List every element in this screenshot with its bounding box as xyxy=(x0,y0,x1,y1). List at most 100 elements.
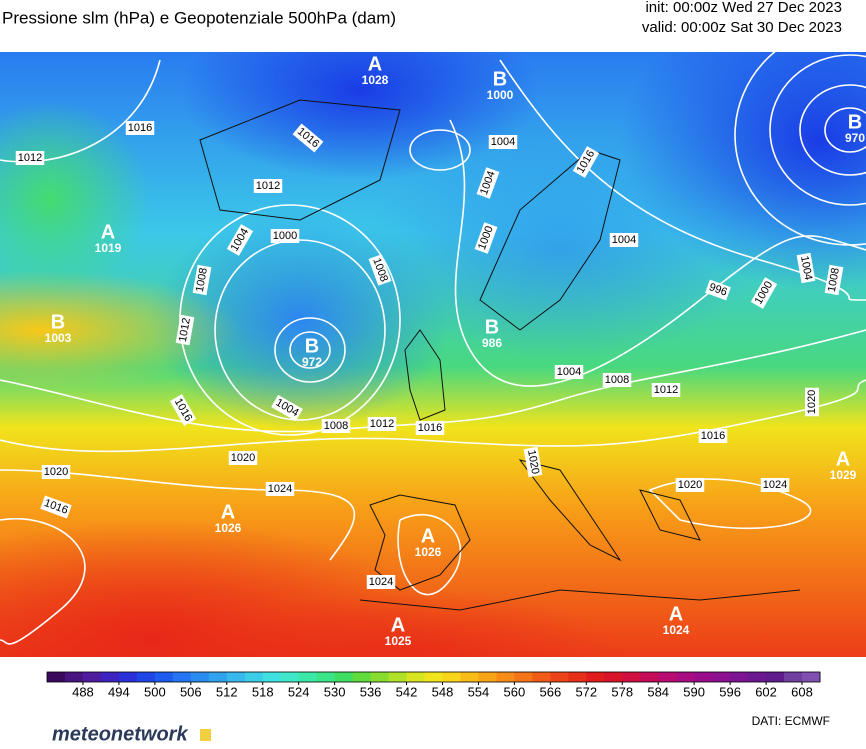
isobar-label: 1016 xyxy=(698,429,728,443)
isobar-label-bg xyxy=(705,279,731,301)
isobar-label-bg xyxy=(415,421,445,435)
colorbar-tick-label: 536 xyxy=(360,684,382,699)
isobar-label-bg xyxy=(796,252,816,284)
colorbar-swatch xyxy=(568,672,587,682)
colorbar-swatch xyxy=(406,672,426,682)
isobar-label-bg xyxy=(750,277,778,309)
colorbar-swatch xyxy=(784,672,803,682)
isobar-label: 1000 xyxy=(474,222,498,254)
isobar-label-text: 1016 xyxy=(418,422,442,434)
isobar-label: 1004 xyxy=(609,233,639,247)
isobar-label: 1024 xyxy=(366,575,396,589)
isobar-label-bg xyxy=(523,446,543,478)
colorbar-swatch xyxy=(118,672,138,682)
colorbar-tick-label: 608 xyxy=(791,684,813,699)
isobar-label-bg xyxy=(169,394,197,426)
isobar-label-text: 1024 xyxy=(369,576,393,588)
colorbar-swatch xyxy=(82,672,102,682)
isobar-label-text: 1024 xyxy=(268,483,292,495)
isobar-label-text: 1004 xyxy=(612,234,636,246)
colorbar-swatch xyxy=(100,672,120,682)
center-letter: A xyxy=(101,221,115,243)
center-letter: A xyxy=(221,501,235,523)
colorbar-swatch xyxy=(424,672,443,682)
isobar-label-bg xyxy=(253,179,283,193)
isobars xyxy=(0,52,866,645)
isobar-label-text: 1016 xyxy=(701,430,725,442)
isobar-label-text: 1004 xyxy=(557,366,581,378)
isobar-label-bg xyxy=(651,383,681,397)
center-pressure: 986 xyxy=(482,336,502,350)
isobar-label-bg xyxy=(488,135,518,149)
isobar-label-bg xyxy=(265,482,295,496)
colorbar-swatch xyxy=(244,672,264,682)
isobar-label-text: 1020 xyxy=(678,479,702,491)
logo-square xyxy=(200,729,211,741)
isobar-label-bg xyxy=(321,419,351,433)
colorbar-tick-label: 578 xyxy=(611,684,633,699)
colorbar-swatch xyxy=(460,672,479,682)
isobar-label-bg xyxy=(805,387,819,417)
valid-time: valid: 00:00z Sat 30 Dec 2023 xyxy=(642,19,842,36)
isobar-label-bg xyxy=(675,478,705,492)
colorbar-swatch xyxy=(370,672,390,682)
colorbar-swatch xyxy=(190,672,210,682)
isobar-label-bg xyxy=(366,575,396,589)
colorbar-swatch xyxy=(64,672,84,682)
colorbar-swatch xyxy=(766,672,785,682)
isobar-label: 1004 xyxy=(488,135,518,149)
center-pressure: 1028 xyxy=(362,73,389,87)
isobar-label-bg xyxy=(41,465,71,479)
isobar-label-text: 1020 xyxy=(806,390,818,414)
isobar-label: 1012 xyxy=(15,151,45,165)
colorbar-tick-label: 524 xyxy=(288,684,310,699)
colorbar: 488 494 500 506 512 518 524 530 536 542 548 554 560 5… xyxy=(46,671,821,699)
colorbar-swatch xyxy=(748,672,767,682)
colorbar-swatch xyxy=(352,672,372,682)
isobar-label: 1016 xyxy=(40,495,72,519)
center-letter: B xyxy=(51,311,65,333)
isobar-label-text: 1000 xyxy=(273,230,297,242)
colorbar-swatch xyxy=(676,672,695,682)
isobar-label-bg xyxy=(270,229,300,243)
isobar-label: 1020 xyxy=(675,478,705,492)
colorbar-swatch xyxy=(622,672,641,682)
center-pressure: 1024 xyxy=(663,623,690,637)
isobar-label: 1008 xyxy=(824,264,844,296)
isobar-label-bg xyxy=(760,478,790,492)
center-pressure: 1026 xyxy=(415,545,442,559)
colorbar-frame xyxy=(46,671,821,683)
center-letter: A xyxy=(836,448,850,470)
colorbar-swatch xyxy=(154,672,174,682)
isobar-label: 1020 xyxy=(523,446,543,478)
colorbar-tick-label: 572 xyxy=(575,684,597,699)
isobar-label-text: 1020 xyxy=(231,452,255,464)
isobar-label-bg xyxy=(698,429,728,443)
isobar-label-bg xyxy=(226,224,254,256)
colorbar-tick-label: 530 xyxy=(324,684,346,699)
isobar-label-text: 1016 xyxy=(128,122,152,134)
center-letter: B xyxy=(848,111,862,133)
center-letter: A xyxy=(421,525,435,547)
isobar-label-text: 1008 xyxy=(324,420,348,432)
center-letter: A xyxy=(368,53,382,75)
isobar-label: 1008 xyxy=(192,264,212,296)
colorbar-tick-label: 560 xyxy=(504,684,526,699)
center-pressure: 1003 xyxy=(45,331,72,345)
isobar-label-bg xyxy=(367,417,397,431)
colorbar-swatch xyxy=(388,672,408,682)
center-pressure: 1000 xyxy=(487,88,514,102)
colorbar-tick-label: 542 xyxy=(396,684,418,699)
isobar-label: 1008 xyxy=(368,254,392,286)
isobar-label-bg xyxy=(15,151,45,165)
isobar-label-text: 1008 xyxy=(826,267,842,293)
isobar-label: 1004 xyxy=(476,167,500,199)
isobar-label: 1004 xyxy=(796,252,816,284)
center-letter: B xyxy=(305,335,319,357)
colorbar-tick-label: 518 xyxy=(252,684,274,699)
colorbar-swatch xyxy=(298,672,318,682)
center-pressure: 1025 xyxy=(385,634,412,648)
isobar-label-bg xyxy=(192,264,212,296)
